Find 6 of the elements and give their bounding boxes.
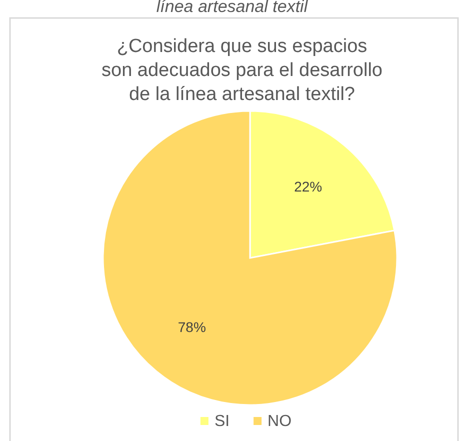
legend-label: SI [214, 413, 230, 430]
pie-slice [102, 110, 398, 406]
data-label: 22% [294, 178, 322, 194]
legend-label: NO [268, 413, 292, 430]
chart-title: ¿Considera que sus espacios son adecuados para el desarrollo de la línea artesanal textil? [102, 36, 382, 105]
data-label: 78% [178, 318, 206, 335]
